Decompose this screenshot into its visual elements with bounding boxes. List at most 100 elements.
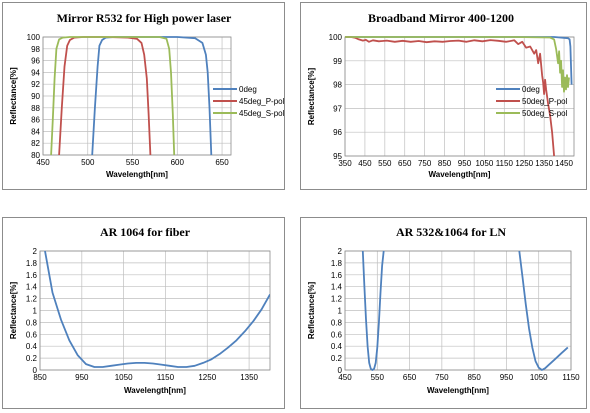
series-line-50deg-p-pol [345,36,555,157]
x-axis-label: Wavelength[nm] [124,386,186,395]
x-tick-label: 1450 [555,159,573,168]
legend-entry: 45deg_P-pol [239,97,285,106]
y-tick-label: 97 [333,104,342,113]
y-tick-label: 1 [33,307,38,316]
x-tick-label: 1050 [475,159,493,168]
y-tick-label: 1.8 [26,259,38,268]
y-tick-label: 92 [31,80,40,89]
chart-title: Broadband Mirror 400-1200 [368,11,514,25]
chart-panel-ar-1064: AR 1064 for fiber 0 0.2 0.4 0.6 0.8 1 1.2 1.4 1.6… [2,217,285,409]
y-tick-label: 98 [333,81,342,90]
y-tick-label: 98 [31,45,40,54]
x-tick-label: 1150 [562,373,580,382]
y-tick-label: 86 [31,116,40,125]
chart-title: AR 1064 for fiber [100,225,191,239]
x-tick-label: 650 [215,158,229,167]
y-tick-label: 0 [338,366,343,375]
y-tick-label: 94 [31,68,40,77]
legend-entry: 50deg_S-pol [522,109,568,118]
y-tick-label: 1.2 [331,295,343,304]
x-tick-label: 550 [378,159,392,168]
y-tick-label: 2 [33,247,38,256]
chart-panel-ar-532-1064: AR 532&1064 for LN 0 0.2 0.4 0.6 0.8 1 1.2 1.4 1.… [300,217,587,409]
x-tick-label: 1150 [496,159,514,168]
chart-title: Mirror R532 for High power laser [57,11,232,25]
y-tick-label: 96 [31,57,40,66]
chart-svg-ar-532-1064: AR 532&1064 for LN 0 0.2 0.4 0.6 0.8 1 1.2 1.4 1.… [307,225,580,395]
series-line-0 [361,250,385,371]
y-tick-label: 96 [333,128,342,137]
y-tick-label: 0.6 [331,330,343,339]
y-tick-label: 0 [33,366,38,375]
legend-entry: 0deg [239,85,257,94]
series-line-50deg-s-pol [345,36,570,93]
x-tick-label: 850 [33,373,47,382]
chart-panel-broadband-mirror: Broadband Mirror 400-1200 95 96 97 98 99 100 35… [300,2,587,190]
y-axis-label: Reflectance[%] [9,67,18,125]
y-tick-label: 0.4 [26,342,38,351]
x-tick-label: 550 [371,373,385,382]
x-tick-label: 450 [36,158,50,167]
y-tick-label: 0.8 [26,318,38,327]
x-tick-label: 1250 [198,373,216,382]
x-tick-label: 450 [338,373,352,382]
y-tick-label: 1.6 [331,271,343,280]
x-tick-label: 1350 [240,373,258,382]
y-tick-label: 100 [329,33,343,42]
chart-title: AR 532&1064 for LN [396,225,506,239]
x-tick-label: 850 [467,373,481,382]
x-tick-label: 1150 [157,373,175,382]
y-tick-label: 0.8 [331,318,343,327]
x-tick-label: 950 [75,373,89,382]
x-axis-label: Wavelength[nm] [429,170,491,179]
x-tick-label: 650 [403,373,417,382]
y-tick-label: 1.8 [331,259,343,268]
y-tick-label: 84 [31,127,40,136]
x-tick-label: 750 [418,159,432,168]
y-tick-label: 1.2 [26,295,38,304]
x-tick-label: 550 [126,158,140,167]
chart-svg-broadband-mirror: Broadband Mirror 400-1200 95 96 97 98 99 100 35… [307,11,575,179]
series-line-0 [44,250,270,368]
x-tick-label: 850 [438,159,452,168]
x-tick-label: 750 [435,373,449,382]
y-tick-label: 90 [31,92,40,101]
chart-panel-mirror-r532: Mirror R532 for High power laser 80 82 84 86… [2,2,285,190]
y-axis-label: Reflectance[%] [9,281,18,339]
y-tick-label: 1.4 [331,283,343,292]
series-line-1 [518,250,569,371]
x-tick-label: 1250 [515,159,533,168]
plot-area-frame [39,250,271,371]
x-tick-label: 1050 [115,373,133,382]
y-tick-label: 1.6 [26,271,38,280]
chart-svg-mirror-r532: Mirror R532 for High power laser 80 82 84 86… [9,11,285,179]
series-line-45deg-s-pol [50,36,176,156]
y-tick-label: 80 [31,151,40,160]
x-axis-label: Wavelength[nm] [106,170,168,179]
y-tick-label: 2 [338,247,343,256]
y-tick-label: 88 [31,104,40,113]
x-tick-label: 650 [398,159,412,168]
x-tick-label: 950 [500,373,514,382]
y-axis-label: Reflectance[%] [307,67,316,125]
y-axis-label: Reflectance[%] [307,281,316,339]
y-tick-label: 99 [333,57,342,66]
x-tick-label: 450 [358,159,372,168]
y-tick-label: 0.2 [26,354,38,363]
y-tick-label: 1 [338,307,343,316]
y-tick-label: 0.2 [331,354,343,363]
legend-entry: 45deg_S-pol [239,109,285,118]
x-tick-label: 600 [171,158,185,167]
x-tick-label: 950 [458,159,472,168]
x-tick-label: 500 [81,158,95,167]
x-axis-label: Wavelength[nm] [427,386,489,395]
y-tick-label: 100 [27,33,41,42]
y-tick-label: 95 [333,152,342,161]
y-tick-label: 1.4 [26,283,38,292]
chart-svg-ar-1064: AR 1064 for fiber 0 0.2 0.4 0.6 0.8 1 1.2 1.4 1.6… [9,225,271,395]
x-tick-label: 1050 [530,373,548,382]
y-tick-label: 82 [31,139,40,148]
x-tick-label: 1350 [535,159,553,168]
legend-entry: 0deg [522,85,540,94]
y-tick-label: 0.6 [26,330,38,339]
